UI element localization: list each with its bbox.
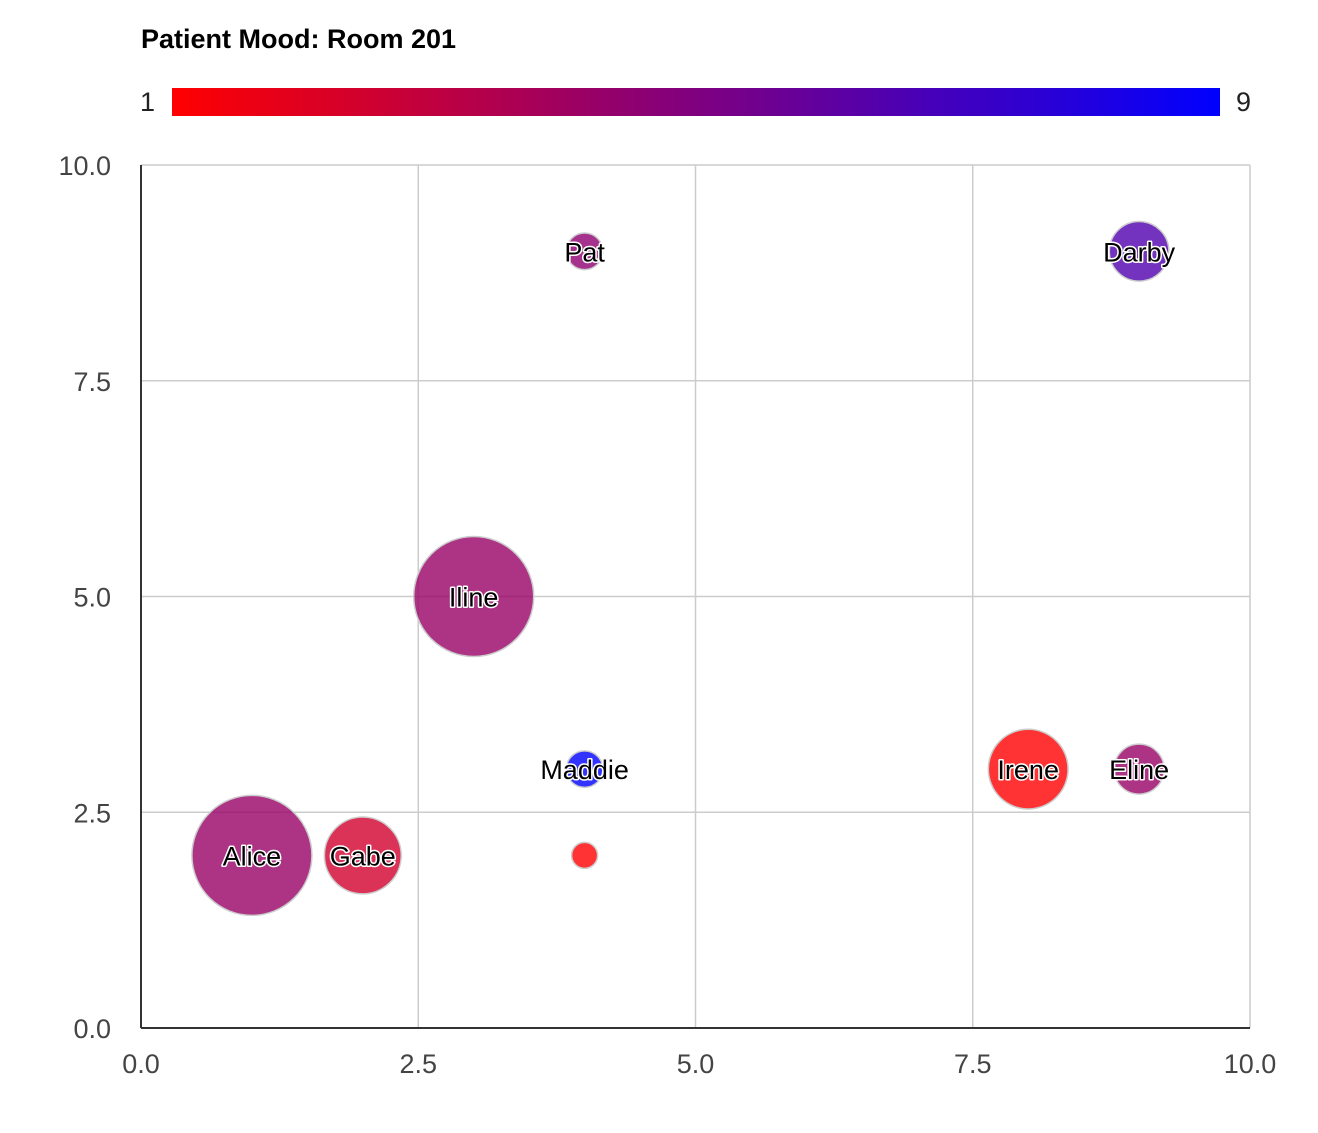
bubble-label: Iline: [449, 583, 499, 613]
bubble-gabe[interactable]: [323, 816, 402, 895]
bubble-label: Pat: [564, 237, 605, 267]
x-tick-label: 7.5: [954, 1049, 992, 1079]
bubble-darby[interactable]: [1108, 220, 1170, 282]
y-tick-label: 5.0: [73, 583, 111, 613]
bubble-label: Maddie: [540, 755, 629, 785]
bubble-pat[interactable]: [565, 232, 604, 271]
x-tick-label: 5.0: [677, 1049, 715, 1079]
bubble-label: Darby: [1103, 237, 1176, 267]
x-tick-label: 2.5: [399, 1049, 437, 1079]
color-scale-min-label: 1: [140, 87, 155, 117]
color-scale-max-label: 9: [1236, 87, 1251, 117]
axes: [140, 165, 1250, 1029]
bubble-label: Gabe: [330, 841, 396, 871]
bubble-maddie[interactable]: [565, 750, 604, 789]
color-scale-bar: [172, 88, 1220, 116]
bubble-eline[interactable]: [1113, 743, 1165, 795]
grid: [140, 164, 1251, 1029]
y-tick-label: 2.5: [73, 798, 111, 828]
y-tick-label: 7.5: [73, 367, 111, 397]
x-tick-label: 10.0: [1224, 1049, 1277, 1079]
bubble-label: Alice: [223, 841, 282, 871]
bubble[interactable]: [570, 841, 599, 870]
tick-labels: 0.0 2.5 5.0 7.5 10.0 0.0 2.5 5.0 7.5 10.0: [58, 151, 1276, 1079]
x-tick-label: 0.0: [122, 1049, 160, 1079]
bubble-alice[interactable]: [191, 794, 313, 917]
color-legend: 1 9: [140, 87, 1251, 117]
bubble-labels: Alice Gabe Iline Pat Maddie Darby Irene Eline: [221, 236, 1177, 873]
y-tick-label: 10.0: [58, 151, 111, 181]
bubbles: [191, 220, 1170, 917]
bubble-irene[interactable]: [987, 728, 1069, 810]
bubble-label: Eline: [1109, 755, 1169, 785]
chart-title: Patient Mood: Room 201: [141, 24, 456, 54]
bubble-label: Irene: [997, 755, 1059, 785]
bubble-iline[interactable]: [412, 535, 535, 658]
y-tick-label: 0.0: [73, 1014, 111, 1044]
